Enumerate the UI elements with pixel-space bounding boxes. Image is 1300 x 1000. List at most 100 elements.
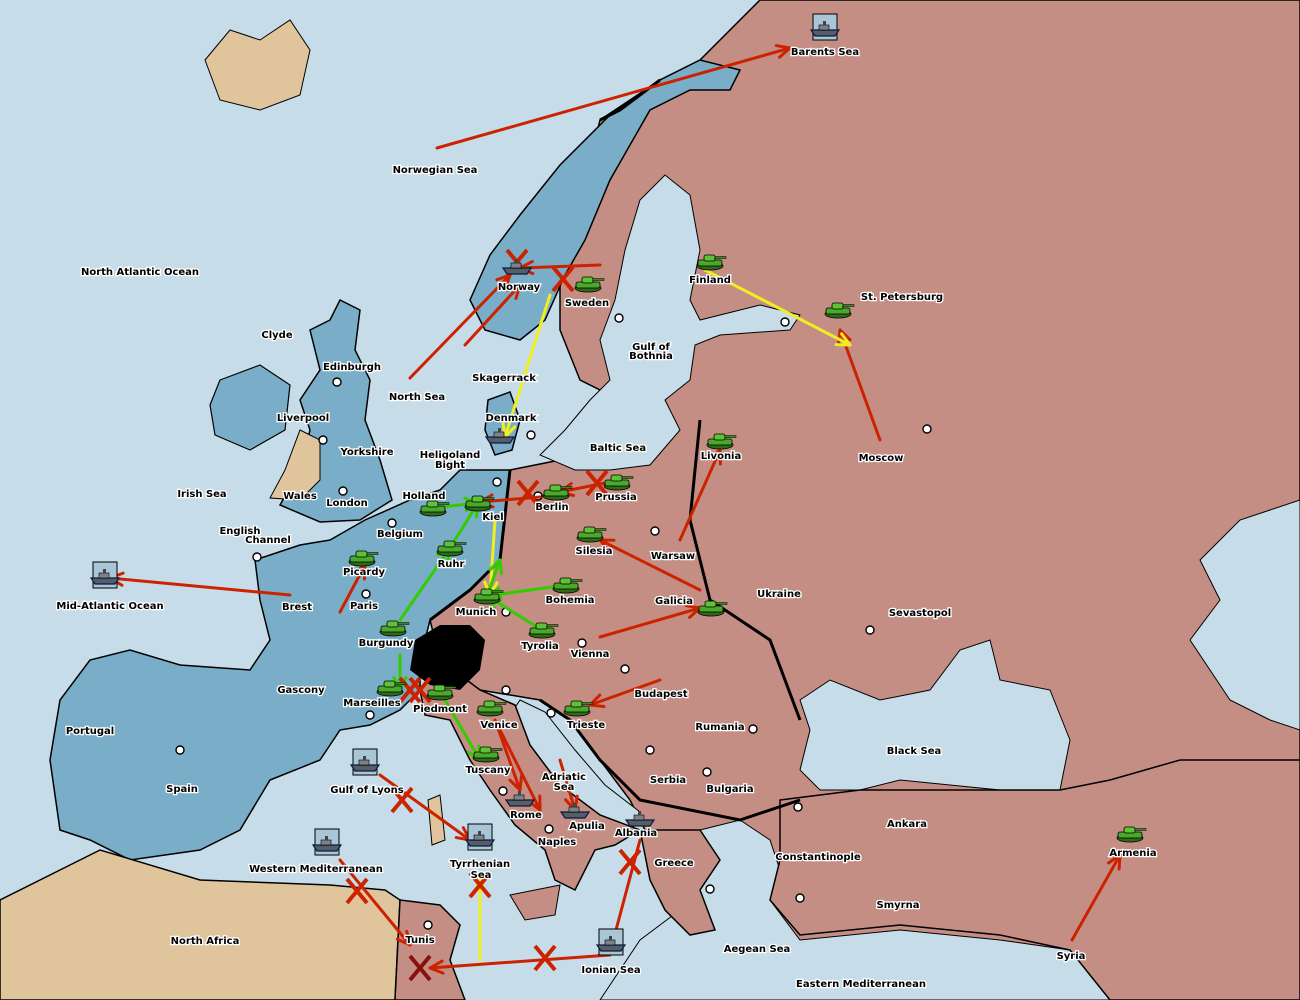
order-arrow bbox=[428, 953, 612, 970]
fleet-ship-icon[interactable] bbox=[465, 823, 495, 851]
province-label: Greece bbox=[654, 858, 694, 869]
supply-center-dot bbox=[361, 589, 371, 599]
land-blue-west[interactable] bbox=[49, 469, 511, 861]
order-arrowhead bbox=[362, 563, 367, 581]
order-arrow bbox=[558, 758, 577, 812]
supply-center-dot bbox=[780, 317, 790, 327]
land-sicily[interactable] bbox=[509, 884, 561, 921]
order-arrowhead bbox=[598, 538, 611, 553]
supply-center-dot bbox=[865, 625, 875, 635]
order-arrow bbox=[598, 606, 702, 639]
land-ireland[interactable] bbox=[209, 364, 291, 451]
province-label: Gascony bbox=[277, 685, 325, 696]
fleet-ship-icon[interactable] bbox=[810, 13, 840, 41]
failed-order-x-icon bbox=[585, 469, 609, 497]
province-label: Marseilles bbox=[343, 698, 400, 709]
province-label: Warsaw bbox=[651, 551, 695, 562]
province-label: Vienna bbox=[571, 649, 610, 660]
province-label: Ionian Sea bbox=[581, 965, 640, 976]
failed-order-x-icon bbox=[468, 871, 492, 899]
failed-order-x-icon bbox=[390, 786, 414, 814]
order-arrow bbox=[338, 563, 367, 614]
fleet-ship-icon[interactable] bbox=[596, 928, 626, 956]
order-arrow bbox=[485, 583, 568, 598]
province-label: Portugal bbox=[66, 726, 114, 737]
province-label: Tuscany bbox=[465, 765, 511, 776]
supply-center-dot bbox=[252, 552, 262, 562]
order-arrowhead bbox=[505, 283, 522, 292]
failed-order-x-icon bbox=[516, 479, 540, 507]
fleet-ship-icon[interactable] bbox=[90, 561, 120, 589]
province-label: Paris bbox=[350, 601, 378, 612]
province-label: Aegean Sea bbox=[724, 944, 791, 955]
water-aegean-eastern-med[interactable] bbox=[599, 819, 1111, 1000]
order-arrowhead bbox=[508, 778, 522, 792]
order-arrow bbox=[463, 283, 522, 347]
supply-center-dot bbox=[526, 430, 536, 440]
province-label: Spain bbox=[166, 784, 198, 795]
supply-center-dot bbox=[498, 786, 508, 796]
supply-center-dot bbox=[922, 424, 932, 434]
province-label: Piedmont bbox=[413, 704, 467, 715]
province-label: Western Mediterranean bbox=[249, 864, 383, 875]
supply-center-dot bbox=[175, 745, 185, 755]
water-baltic[interactable] bbox=[539, 174, 801, 471]
province-label: Heligoland bbox=[420, 450, 481, 461]
order-arrowhead bbox=[428, 966, 445, 975]
order-arrowhead bbox=[707, 448, 722, 461]
land-turkey[interactable] bbox=[769, 759, 1300, 1000]
fleet-ship-icon[interactable] bbox=[350, 748, 380, 776]
order-arrow bbox=[378, 773, 472, 842]
order-arrowhead bbox=[514, 283, 522, 300]
water-caspian[interactable] bbox=[1189, 499, 1300, 731]
order-arrowhead bbox=[495, 273, 512, 282]
province-label: Belgium bbox=[377, 529, 423, 540]
province-label: Tyrrhenian bbox=[450, 859, 510, 870]
province-label: London bbox=[326, 498, 368, 509]
province-label: Picardy bbox=[343, 567, 386, 578]
order-arrow bbox=[838, 328, 882, 442]
province-label: Mid-Atlantic Ocean bbox=[56, 601, 163, 612]
supply-center-dot bbox=[332, 377, 342, 387]
order-arrowhead bbox=[405, 929, 412, 947]
province-label: Kiel bbox=[482, 512, 503, 523]
order-arrow bbox=[398, 546, 452, 622]
order-arrowhead bbox=[518, 774, 523, 792]
province-label: North Sea bbox=[389, 392, 445, 403]
province-label: Gulf of bbox=[632, 342, 670, 353]
province-label: Norway bbox=[498, 282, 541, 293]
failed-order-x-icon bbox=[408, 954, 432, 982]
supply-center-dot bbox=[387, 518, 397, 528]
land-greece[interactable] bbox=[639, 829, 721, 936]
province-label: Baltic Sea bbox=[590, 443, 646, 454]
units-layer bbox=[90, 13, 1147, 956]
province-label: Albania bbox=[615, 828, 657, 839]
order-arrow bbox=[338, 858, 412, 947]
order-arrowhead bbox=[588, 703, 606, 708]
power-borders bbox=[429, 78, 802, 822]
province-label: Sweden bbox=[565, 298, 609, 309]
order-arrowhead bbox=[840, 332, 852, 347]
province-label: Wales bbox=[283, 491, 317, 502]
failed-order-x-icon bbox=[408, 676, 432, 704]
province-label: Bulgaria bbox=[706, 784, 753, 795]
supply-center-dot bbox=[620, 664, 630, 674]
land-switzerland bbox=[410, 625, 485, 690]
province-label: Serbia bbox=[650, 775, 686, 786]
order-arrow bbox=[518, 263, 602, 270]
order-arrowhead bbox=[838, 328, 852, 342]
order-arrowhead bbox=[498, 558, 503, 576]
failed-order-x-icon bbox=[618, 848, 642, 876]
province-label: Smyrna bbox=[877, 900, 920, 911]
land-italy[interactable] bbox=[419, 658, 642, 892]
order-arrowhead bbox=[837, 328, 842, 346]
order-arrowhead bbox=[684, 604, 702, 610]
order-arrow bbox=[598, 538, 702, 592]
province-label: Clyde bbox=[261, 330, 292, 341]
supply-center-dot bbox=[795, 893, 805, 903]
fleet-ship-icon[interactable] bbox=[312, 828, 342, 856]
province-label: Channel bbox=[245, 535, 291, 546]
water-black-sea[interactable] bbox=[799, 639, 1071, 791]
province-label: Berlin bbox=[535, 502, 568, 513]
